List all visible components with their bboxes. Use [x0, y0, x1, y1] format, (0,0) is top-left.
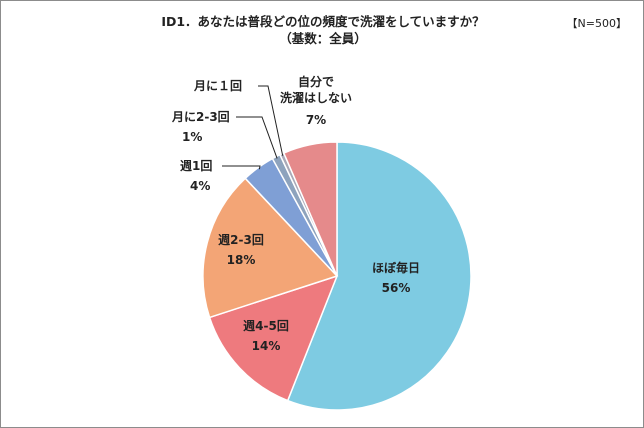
leader-line-tsuki-1	[258, 85, 284, 156]
slice-value-shu-4-5: 14%	[252, 339, 281, 353]
title-line-1: ID1．あなたは普段どの位の頻度で洗濯をしていますか？	[161, 14, 485, 29]
sample-size: 【N=500】	[566, 17, 627, 30]
slice-label-jibun-sentaku-shinai-line-1: 自分で	[298, 74, 334, 89]
slice-value-tsuki-2-3: 1%	[182, 130, 202, 144]
slice-value-shu-1: 4%	[190, 179, 210, 193]
slice-label-shu-2-3: 週2-3回	[218, 232, 264, 247]
slice-label-shu-4-5: 週4-5回	[243, 318, 289, 333]
pie-slice-hobo-mainichi	[286, 141, 472, 411]
slice-label-hobo-mainichi: ほぼ毎日	[372, 260, 420, 275]
slice-label-jibun-sentaku-shinai-line-2: 洗濯はしない	[280, 90, 352, 105]
title-line-2: （基数：全員）	[279, 31, 367, 46]
chart-title: ID1．あなたは普段どの位の頻度で洗濯をしていますか？ （基数：全員）	[121, 13, 525, 47]
slice-label-tsuki-2-3: 月に2-3回	[171, 110, 230, 124]
leader-line-shu-1	[222, 165, 261, 170]
leader-line-tsuki-2-3	[236, 116, 278, 159]
slice-label-tsuki-1: 月に１回	[193, 79, 242, 93]
pie-slice-shu-2-3	[202, 177, 339, 319]
slice-value-jibun-sentaku-shinai: 7%	[306, 113, 326, 127]
slice-label-shu-1: 週1回	[180, 158, 212, 173]
slice-value-shu-2-3: 18%	[227, 253, 256, 267]
pie-slice-jibun-sentaku-shinai	[282, 141, 338, 277]
slice-value-hobo-mainichi: 56%	[382, 281, 411, 295]
